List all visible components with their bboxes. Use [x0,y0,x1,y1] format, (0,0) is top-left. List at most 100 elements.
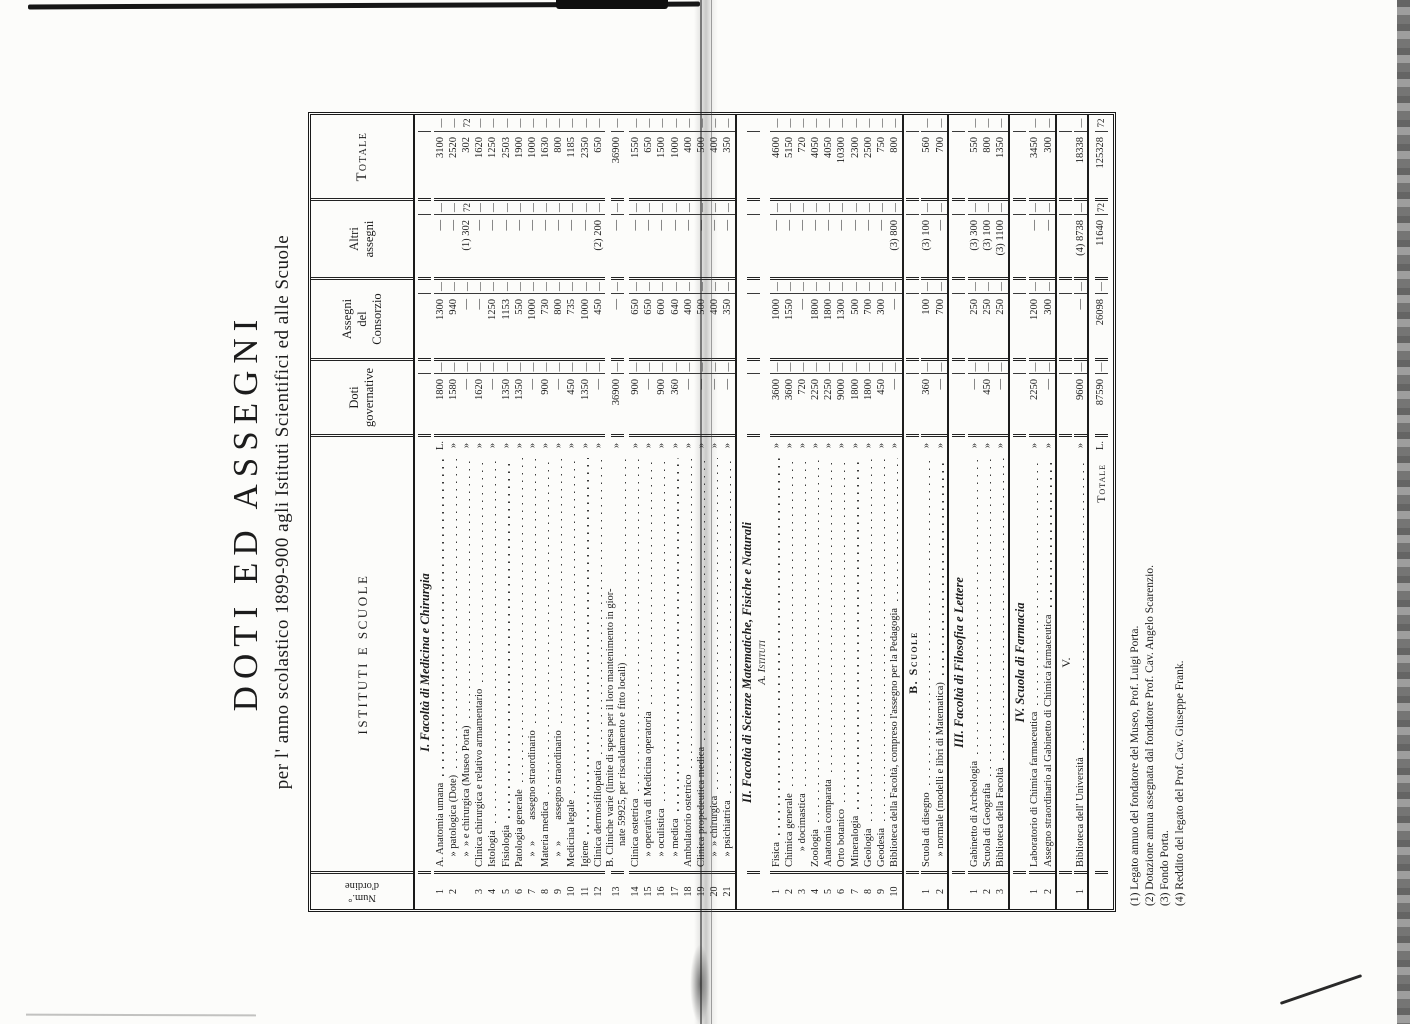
row-label: Orto botanico [836,454,848,867]
row-label: » » chirurgica [709,454,721,867]
cell-altri-cents: — [473,198,487,215]
cell-consorzio-lire: — [474,299,486,310]
grand-total-totale-lire: 125328 [1095,137,1107,169]
cell-consorzio-lire: 1000 [526,299,538,320]
cell-doti-cents: — [655,358,669,374]
section-heading-row: III. Facoltà di Filosofia e Lettere [947,115,969,909]
grand-total-doti-cents: — [1094,358,1108,374]
cell-totale-cents [1059,115,1073,132]
cell-consorzio-lire: 1300 [836,299,848,320]
cell-consorzio-cents: — [460,277,474,294]
cell-altri-cents: — [499,198,514,215]
row-number: 17 [669,871,683,909]
row-label: Geodesia [876,454,888,867]
row-label-cell: Medicina legale [566,454,579,871]
cell-altri-lire: — [526,220,538,231]
cell-altri-cents: — [934,198,948,215]
lire-mark: » [610,434,625,454]
cell-altri-cents: — [669,198,683,215]
lire-mark: » [499,434,514,454]
cell-consorzio-cents: — [539,277,553,294]
lire-mark: » [994,434,1008,454]
cell-altri-cents: — [875,198,889,215]
cell-totale-lire: 3450 [1029,137,1041,158]
cell-altri-cents: — [835,198,850,215]
cell-doti-cents: — [849,358,863,374]
row-label-lines: Geodesia [876,454,888,867]
section-heading-cell: II. Facoltà di Scienze Matematiche, Fisi… [737,454,770,871]
cell-altri-lire: — [434,220,446,231]
cell-doti-cents [952,358,966,374]
lire-mark: » [1028,434,1042,454]
cell-doti-cents: — [434,358,448,374]
lire-mark: » [822,434,836,454]
row-number: 10 [888,871,902,909]
cell-doti-lire: 450 [566,379,578,395]
cell-totale-cents: — [486,115,500,132]
cell-doti-lire [747,374,760,434]
table-row: 16 » oculistica» 900 — 600 — — — 1500 — [655,115,669,909]
cell-doti-cents: — [920,358,934,374]
row-label: Mineralogia [850,454,862,867]
table-row: 1 Fisica» 3600 — 1000 — — — 4600 — [769,115,784,909]
cell-altri-lire: — [722,220,734,231]
lire-mark: » [642,434,656,454]
row-label-cell: Biblioteca della Facoltà [995,454,1008,871]
cell-doti-lire: 450 [981,379,993,395]
cell-consorzio-cents: — [682,277,696,294]
cell-totale-lire: 302 [460,137,472,153]
cell-doti-lire: — [1042,379,1054,390]
cell-doti-cents: — [875,358,889,374]
table-row: 8 Materia medica» 900 — 730 — — — 1630 — [539,115,553,909]
cell-totale-lire: 1900 [513,137,525,158]
cell-totale-lire: 350 [722,137,734,153]
lire-mark: » [708,434,722,454]
cell-totale-lire: 2503 [500,137,512,158]
row-number: 3 [473,871,487,909]
cell-totale-lire: 1000 [526,137,538,158]
cell-altri-lire: — [474,220,486,231]
row-label: Scuola di disegno [921,454,933,867]
section-heading-cell: I. Facoltà di Medicina e Chirurgia [415,454,434,871]
row-label-lines: Biblioteca della Facoltà, compreso l'ass… [889,454,901,867]
footnote-3: (3) Fondo Porta. [1159,830,1171,906]
cell-doti-lire: 2250 [823,379,835,400]
cell-totale-cents: — [473,115,487,132]
cell-altri-lire: — [876,220,888,231]
cell-totale-cents: — [708,115,722,132]
lire-mark: » [695,434,709,454]
cell-totale-cents: — [920,115,934,132]
cell-doti-lire [906,374,919,434]
cell-altri-cents: — [565,198,580,215]
cell-consorzio-cents [1012,277,1026,294]
cell-totale-lire: 1350 [995,137,1007,158]
row-label: Biblioteca dell' Università [1075,454,1087,867]
cell-altri-cents: — [655,198,669,215]
section-heading-row: I. Facoltà di Medicina e Chirurgia [415,115,434,909]
cell-totale-lire: 1000 [669,137,681,158]
cell-num [417,871,432,909]
cell-doti-cents: — [592,358,606,374]
cell-altri-cents: — [447,198,461,215]
cell-doti-cents: — [888,358,902,374]
row-label-cell: Materia medica [540,454,553,871]
row-label: » medica [670,454,682,867]
row-label-lines: » operativa di Medicina operatoria [643,454,655,867]
cell-doti-lire [1013,374,1026,434]
cell-doti-lire: — [709,379,721,390]
cell-altri-lire: — [579,220,591,231]
cell-consorzio-lire: 250 [968,299,980,315]
cell-doti-cents: — [629,358,643,374]
cell-totale-cents: — [513,115,527,132]
row-label: » patologica (Dote) [448,454,460,867]
cell-consorzio-cents: — [642,277,656,294]
cell-consorzio-cents: — [513,277,527,294]
row-label-lines: Clinica propedeutica medica [696,454,708,867]
row-label-cell: Laboratorio di Chimica farmaceutica [1029,454,1042,871]
cell-consorzio-lire: 700 [862,299,874,315]
cell-doti-lire: 9600 [1074,379,1086,400]
lire-mark: » [1041,434,1056,454]
section-heading: V. [1059,657,1074,668]
cell-totale-cents: — [981,115,995,132]
cell-altri-lire [1059,215,1072,277]
